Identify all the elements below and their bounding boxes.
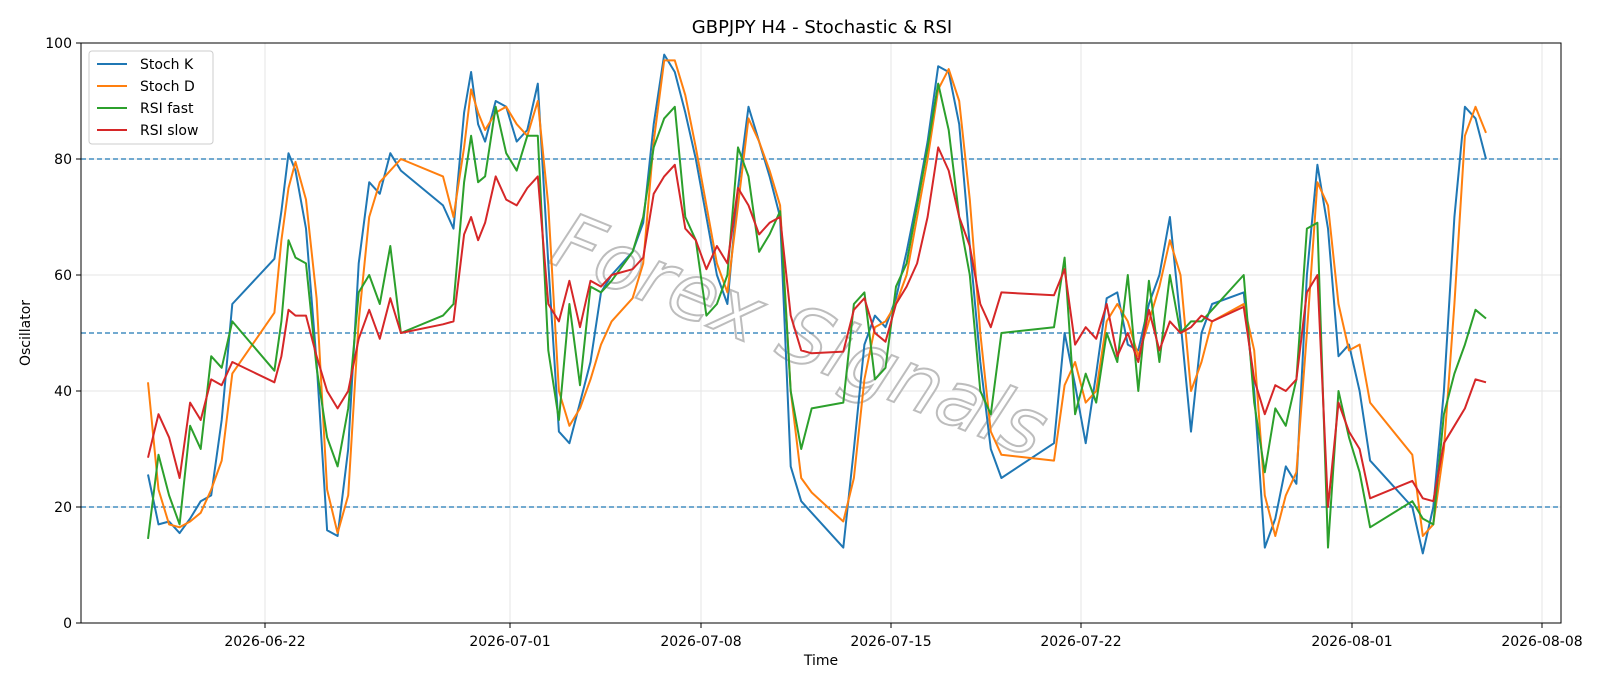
x-tick-label-2: 2026-07-08: [660, 634, 741, 650]
legend-box: [88, 50, 214, 145]
legend-label-3: RSI slow: [140, 123, 198, 139]
legend-label-0: Stoch K: [140, 57, 194, 73]
y-tick-label-3: 60: [54, 268, 72, 284]
series-line-rsi-fast: [147, 82, 1487, 549]
series-layer: [147, 53, 1487, 555]
reference-lines: [81, 158, 1561, 508]
y-tick-label-4: 80: [54, 152, 72, 168]
x-tick-label-4: 2026-07-22: [1040, 634, 1121, 650]
x-tick-label-1: 2026-07-01: [469, 634, 550, 650]
legend: Stoch K Stoch D RSI fast RSI slow: [88, 50, 214, 145]
x-tick-label-3: 2026-07-15: [850, 634, 931, 650]
chart-title: GBPJPY H4 - Stochastic & RSI: [692, 17, 952, 38]
legend-label-2: RSI fast: [140, 101, 194, 117]
y-ticks: 0 20 40 60 80 100: [45, 36, 81, 632]
y-tick-label-0: 0: [63, 616, 72, 632]
x-tick-label-6: 2026-08-08: [1501, 634, 1582, 650]
y-tick-label-2: 40: [54, 384, 72, 400]
series-line-rsi-slow: [147, 146, 1487, 508]
y-tick-label-5: 100: [45, 36, 72, 52]
x-tick-label-0: 2026-06-22: [224, 634, 305, 650]
x-axis-label: Time: [803, 653, 838, 669]
legend-label-1: Stoch D: [140, 79, 195, 95]
plot-frame: [80, 42, 1562, 624]
x-tick-label-5: 2026-08-01: [1311, 634, 1392, 650]
x-ticks: 2026-06-22 2026-07-01 2026-07-08 2026-07-15…: [224, 623, 1583, 650]
y-tick-label-1: 20: [54, 500, 72, 516]
y-axis-label: Oscillator: [18, 300, 34, 366]
series-line-stoch-k: [147, 53, 1487, 555]
